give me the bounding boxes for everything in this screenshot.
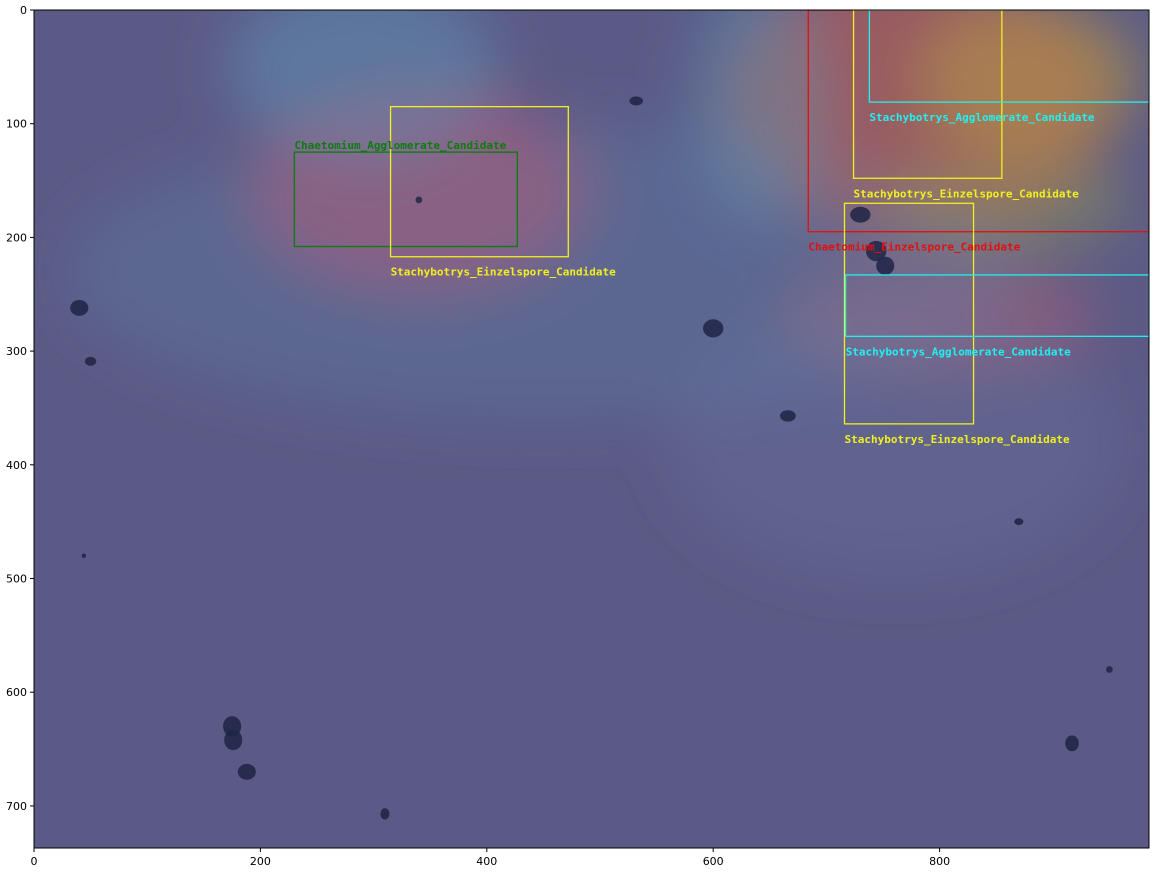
y-tick-label: 200 <box>6 231 27 244</box>
x-tick-label: 200 <box>250 855 271 868</box>
spore-particle <box>850 206 871 223</box>
spore-particle <box>876 256 895 275</box>
detection-label: Stachybotrys_Einzelspore_Candidate <box>854 187 1080 200</box>
x-axis: 0 200 400 600 800 <box>31 848 950 868</box>
detection-box <box>852 10 1003 179</box>
spore-particle <box>237 763 256 780</box>
detection-box <box>807 10 1149 233</box>
spore-particle <box>380 808 390 820</box>
spore-particle <box>629 96 644 106</box>
spore-particle <box>415 196 423 204</box>
x-tick-label: 400 <box>476 855 497 868</box>
detection-labels: Chaetomium_Agglomerate_Candidate Stachybo… <box>294 111 1095 446</box>
y-tick-label: 0 <box>20 4 27 17</box>
detection-label: Chaetomium_Agglomerate_Candidate <box>294 139 506 152</box>
y-tick-label: 400 <box>6 459 27 472</box>
spore-particle <box>84 356 97 366</box>
axes-frame <box>33 9 1150 849</box>
y-tick-label: 500 <box>6 573 27 586</box>
detection-label: Stachybotrys_Einzelspore_Candidate <box>391 266 617 279</box>
spore-particle <box>866 240 887 262</box>
detection-box <box>843 202 975 425</box>
detection-box <box>293 151 519 248</box>
detection-box <box>844 274 1149 337</box>
spore-particle <box>703 319 724 338</box>
spore-particle <box>224 729 243 751</box>
spore-particle <box>1065 735 1079 752</box>
heatmap-region <box>226 10 499 158</box>
x-tick-label: 600 <box>703 855 724 868</box>
spore-particle <box>70 299 89 316</box>
spore-particle <box>779 410 796 422</box>
detection-box <box>389 105 569 258</box>
spore-particle <box>81 553 87 559</box>
y-tick-label: 100 <box>6 118 27 131</box>
detection-boxes <box>293 10 1149 425</box>
x-tick-label: 800 <box>929 855 950 868</box>
y-tick-label: 300 <box>6 345 27 358</box>
heatmap-region <box>916 10 1144 158</box>
y-axis: 0 100 200 300 400 500 600 700 <box>6 4 34 813</box>
detection-box <box>868 10 1149 103</box>
microscope-image <box>34 10 1149 848</box>
detection-label: Stachybotrys_Agglomerate_Candidate <box>869 111 1095 124</box>
y-tick-label: 700 <box>6 800 27 813</box>
spore-particles <box>70 96 1113 820</box>
detection-label: Stachybotrys_Einzelspore_Candidate <box>844 433 1070 446</box>
heatmap-region <box>667 305 1121 579</box>
x-tick-label: 0 <box>31 855 38 868</box>
detection-label: Chaetomium_Einzelspore_Candidate <box>808 241 1020 254</box>
heatmap-overlay <box>67 10 1144 579</box>
detection-label: Stachybotrys_Agglomerate_Candidate <box>846 345 1072 358</box>
spore-particle <box>1105 666 1113 673</box>
y-tick-label: 600 <box>6 686 27 699</box>
spore-particle <box>1014 518 1024 526</box>
